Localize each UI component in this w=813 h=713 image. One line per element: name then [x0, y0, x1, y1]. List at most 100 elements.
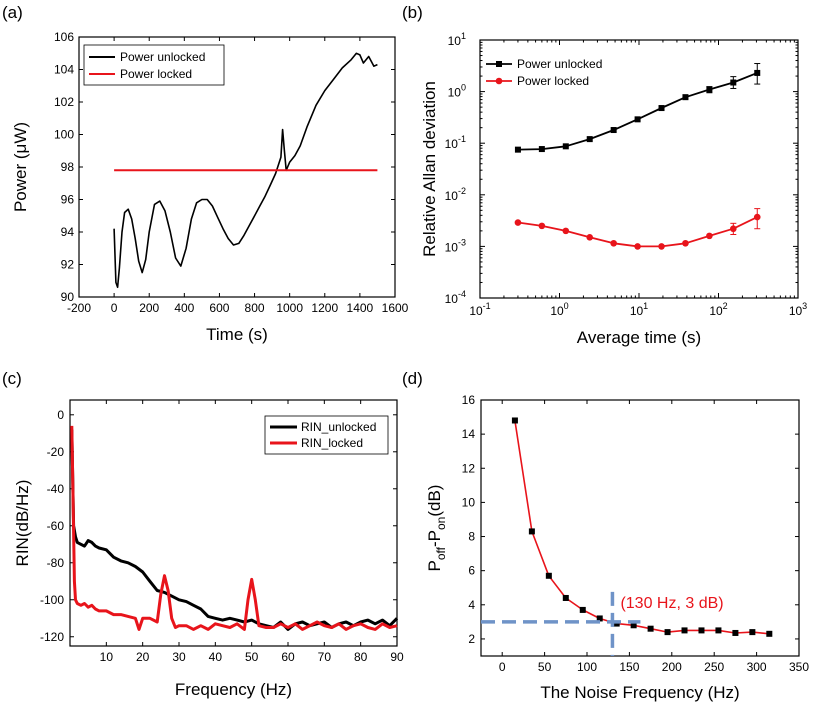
- chart-d-point: [511, 417, 518, 424]
- chart-b-legend: Power unlocked Power locked: [486, 57, 602, 88]
- chart-d-ytick-label: 4: [468, 598, 475, 612]
- chart-b-xtick-label: 102: [709, 301, 727, 318]
- chart-d-point: [732, 629, 739, 636]
- chart-b-point-unlocked: [754, 69, 761, 76]
- chart-c-series-locked: [70, 425, 398, 631]
- chart-c-xtick-label: 40: [209, 650, 223, 664]
- chart-c: 10 20 30 40 50 60 70 80 90 0 -20 -40 -60 -80 -100 -120 F…: [2, 369, 404, 699]
- chart-c-xtick-label: 90: [390, 650, 404, 664]
- chart-d-point: [715, 627, 722, 634]
- chart-a-xtick-label: 1400: [347, 301, 374, 315]
- chart-d-xtick-label: 300: [747, 660, 767, 674]
- chart-b-ytick-label: 10-3: [445, 237, 466, 254]
- chart-a-ytick-label: 98: [61, 160, 75, 174]
- chart-b-xtick-exponent: 2: [723, 301, 728, 311]
- chart-b-point-locked: [562, 227, 570, 235]
- chart-b-legend-entry: Power unlocked: [517, 57, 602, 71]
- chart-a-ytick-label: 90: [61, 290, 75, 304]
- chart-b-point-unlocked: [682, 94, 689, 101]
- chart-a-xtick-label: -200: [67, 301, 91, 315]
- chart-d-ylabel-sub2: on: [434, 517, 448, 530]
- chart-d-point: [766, 630, 773, 637]
- chart-d-xlabel: The Noise Frequency (Hz): [540, 683, 739, 702]
- chart-b-panel-label: (b): [402, 3, 423, 22]
- chart-b-xtick-label: 10-1: [469, 301, 490, 318]
- chart-d-xtick-label: 50: [538, 660, 552, 674]
- chart-a-xtick-label: 1000: [276, 301, 303, 315]
- chart-b-point-unlocked: [730, 79, 737, 86]
- chart-b-ytick-exponent: -4: [458, 289, 466, 299]
- chart-c-frame: [69, 399, 398, 647]
- chart-b-point-unlocked: [634, 116, 641, 123]
- chart-d-xtick-label: 150: [619, 660, 639, 674]
- chart-d-point: [698, 627, 705, 634]
- chart-b-point-locked: [586, 234, 594, 241]
- chart-a-xtick-label: 400: [174, 301, 194, 315]
- chart-a-legend: Power unlocked Power locked: [83, 44, 225, 86]
- chart-c-xtick-label: 50: [245, 650, 259, 664]
- chart-c-ylabel: RIN(dB/Hz): [13, 480, 32, 567]
- chart-a-ytick-label: 106: [54, 30, 74, 44]
- chart-b-xtick-label: 103: [789, 301, 807, 318]
- chart-d-ytick-label: 8: [468, 530, 475, 544]
- chart-b-ytick-exponent: 0: [461, 83, 466, 93]
- chart-c-series-unlocked: [70, 429, 399, 631]
- chart-d-point: [579, 606, 586, 613]
- chart-c-ytick-label: -80: [47, 556, 65, 570]
- chart-a: -200 0 200 400 600 800 1000 1200 1400 1600 90 92 94 9…: [2, 3, 409, 344]
- chart-b-xlabel: Average time (s): [577, 328, 701, 347]
- chart-b-ytick-label: 101: [448, 31, 466, 48]
- chart-d-point: [681, 627, 688, 634]
- chart-b-point-locked: [730, 225, 737, 233]
- chart-b-point-locked: [538, 222, 546, 230]
- chart-b-ytick-exponent: -2: [458, 186, 466, 196]
- chart-a-ytick-label: 96: [61, 193, 75, 207]
- chart-b-point-locked: [706, 232, 713, 240]
- chart-a-ytick-label: 100: [54, 128, 74, 142]
- chart-d-ytick-label: 16: [462, 393, 476, 407]
- chart-d-ylabel: Poff-Pon(dB): [425, 485, 448, 572]
- chart-b-point-unlocked: [514, 146, 521, 153]
- chart-a-xtick-label: 800: [245, 301, 265, 315]
- chart-d-point: [545, 572, 552, 579]
- chart-a-ytick-label: 92: [61, 258, 75, 272]
- chart-a-panel-label: (a): [2, 3, 23, 22]
- chart-b-point-unlocked: [538, 146, 545, 153]
- chart-b-point-locked: [634, 243, 641, 250]
- chart-b-legend-entry: Power locked: [517, 74, 589, 88]
- chart-c-ytick-label: 0: [57, 408, 64, 422]
- chart-c-legend-entry: RIN_unlocked: [301, 420, 376, 434]
- chart-c-xtick-label: 70: [318, 650, 332, 664]
- chart-b-point-locked: [753, 213, 761, 221]
- chart-b-xtick-exponent: 0: [564, 301, 569, 311]
- chart-c-xtick-label: 60: [281, 650, 295, 664]
- chart-c-ytick-label: -60: [47, 519, 65, 533]
- chart-b-legend-marker: [495, 77, 503, 85]
- chart-d-xtick-label: 0: [499, 660, 506, 674]
- chart-d-ytick-label: 12: [462, 461, 476, 475]
- chart-b-xtick-label: 100: [550, 301, 568, 318]
- chart-d-point: [647, 625, 654, 632]
- chart-c-legend-entry: RIN_locked: [301, 436, 363, 450]
- chart-b-ytick-label: 10-2: [445, 186, 466, 203]
- chart-b-xtick-exponent: -1: [483, 301, 491, 311]
- chart-b-xtick-exponent: 3: [802, 301, 807, 311]
- chart-b-point-locked: [682, 239, 689, 247]
- chart-b: 10-1 100 101 102 10310-410-310-210-1100101Av…: [402, 3, 807, 347]
- chart-d-point: [528, 528, 535, 535]
- chart-b-series-locked: [517, 216, 758, 248]
- chart-b-point-locked: [610, 239, 617, 247]
- chart-b-ytick-label: 100: [448, 83, 466, 100]
- chart-c-xtick-label: 20: [136, 650, 150, 664]
- chart-d-ytick-label: 2: [468, 632, 475, 646]
- chart-a-ylabel: Power (μW): [11, 122, 30, 212]
- chart-d-xtick-label: 100: [577, 660, 597, 674]
- chart-d-panel-label: (d): [402, 369, 423, 388]
- chart-b-ytick-exponent: -3: [458, 237, 466, 247]
- chart-a-xtick-label: 0: [111, 301, 118, 315]
- chart-a-ytick-label: 94: [61, 225, 75, 239]
- chart-b-ylabel: Relative Allan deviation: [420, 81, 439, 257]
- chart-c-xtick-label: 80: [354, 650, 368, 664]
- chart-c-ytick-label: -120: [40, 630, 64, 644]
- chart-b-ytick-exponent: -1: [458, 134, 466, 144]
